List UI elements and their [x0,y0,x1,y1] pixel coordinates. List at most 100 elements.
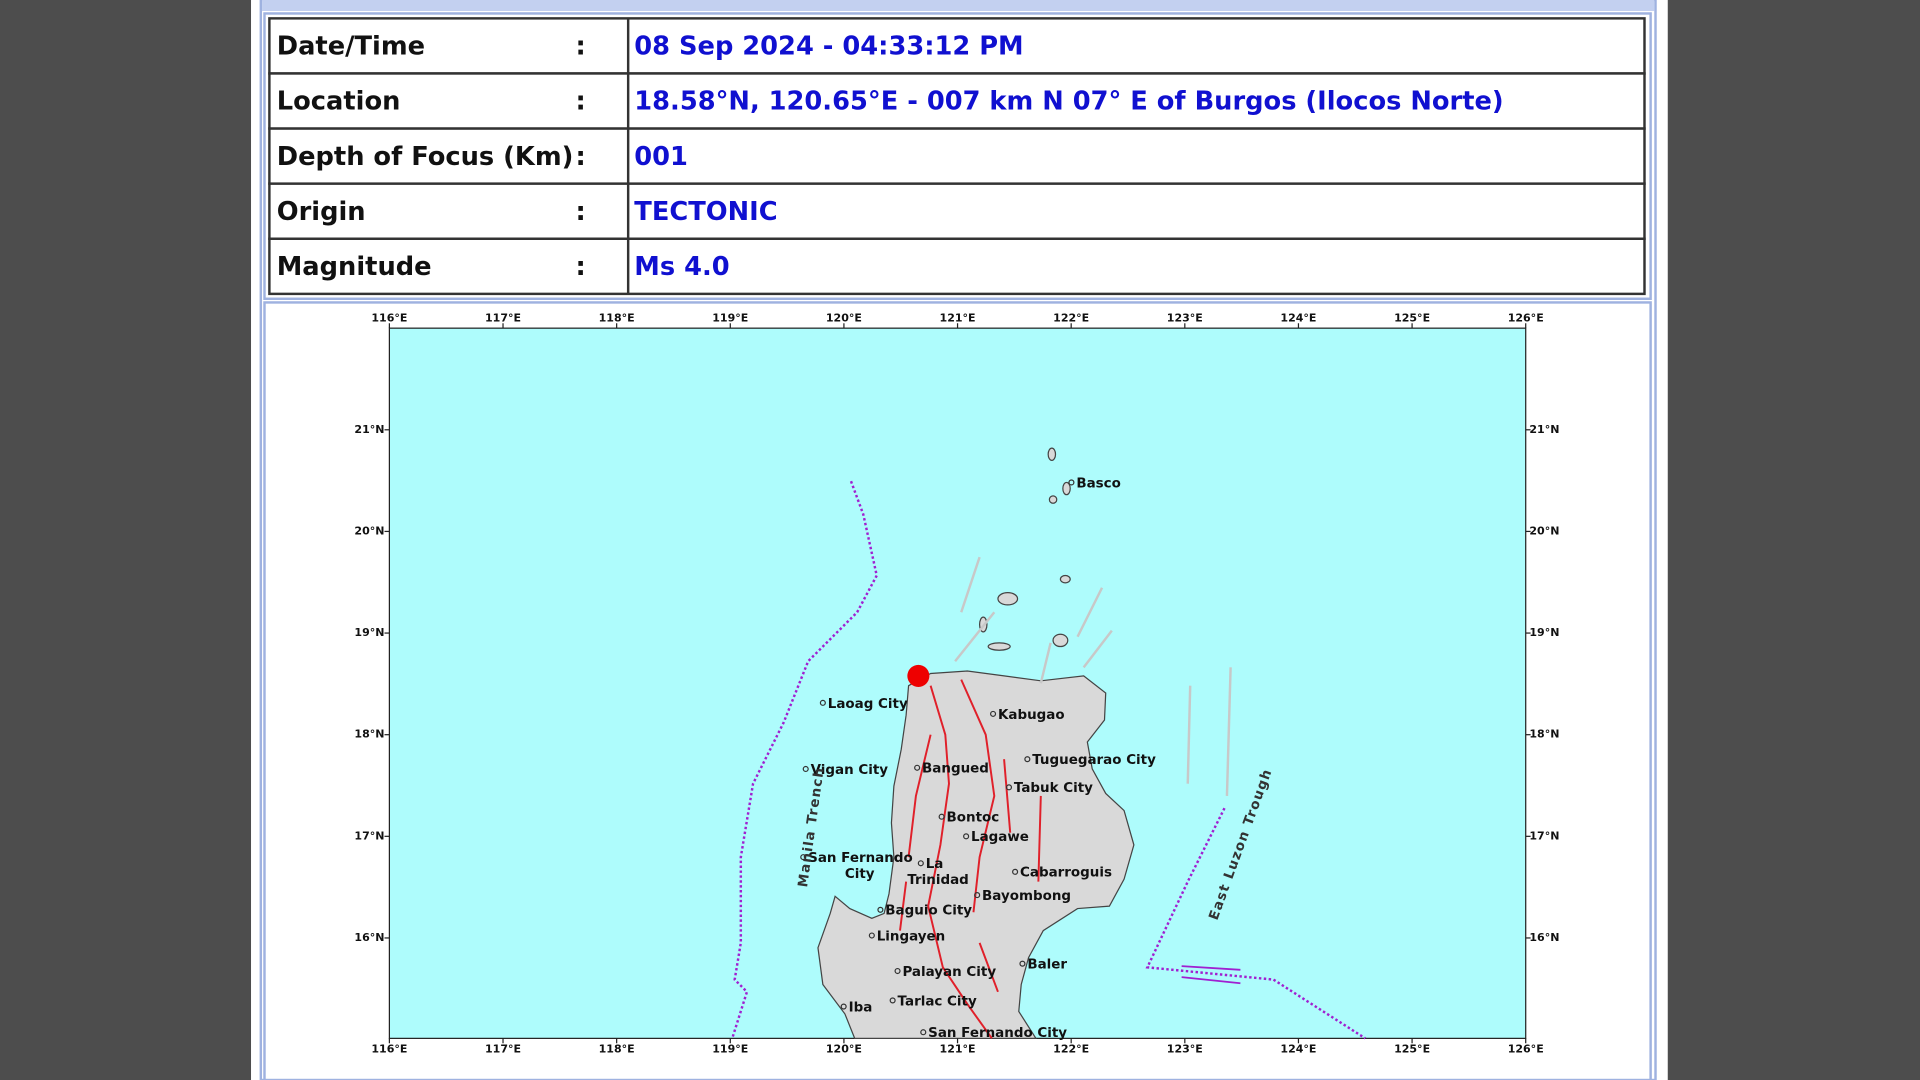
lat-tick-label: 19°N [354,626,384,639]
place-dot [889,997,896,1004]
lat-tick-label: 20°N [1529,524,1559,537]
field-value: 08 Sep 2024 - 04:33:12 PM [634,32,1023,62]
field-label: Location [277,87,401,117]
table-row [268,237,1646,296]
field-separator: : [576,32,586,62]
place-label: Lagawe [971,830,1029,845]
place-dot [840,1003,847,1010]
place-label: Tabuk City [1014,781,1093,796]
place-label: Bontoc [947,811,1000,826]
island [1047,447,1057,462]
lon-tick-label: 126°E [1508,1042,1544,1055]
panel-border [259,0,1657,1080]
lat-tick-label: 17°N [354,829,384,842]
lon-tick-label: 124°E [1280,311,1316,324]
lon-tick-label: 117°E [485,1042,521,1055]
place-dot [974,892,981,899]
place-label: Bangued [922,762,989,777]
place-label: La [926,857,944,872]
lon-tick-label: 116°E [371,311,407,324]
epicenter [907,664,930,687]
table-row [268,17,1646,75]
place-label: Basco [1076,476,1121,491]
place-label: Cabarroguis [1020,866,1112,881]
table-row [268,182,1646,240]
lon-tick-label: 120°E [826,1042,862,1055]
lon-tick-label: 125°E [1394,1042,1430,1055]
table-frame [263,12,1652,300]
lon-tick-label: 122°E [1053,311,1089,324]
field-separator: : [576,142,586,172]
island [997,592,1019,606]
lon-tick-label: 121°E [940,311,976,324]
place-dot [800,854,807,861]
place-label: Trinidad [907,873,968,888]
luzon [817,670,1135,1039]
place-dot [868,932,875,939]
island [1052,633,1069,648]
island [1059,574,1071,584]
lat-tick-label: 19°N [1529,626,1559,639]
lon-tick-label: 119°E [712,1042,748,1055]
place-label: Baler [1027,958,1067,973]
place-label: Laoag City [828,697,908,712]
place-dot [1005,784,1013,791]
place-label: Kabugao [998,708,1065,723]
place-dot [1068,479,1075,486]
place-dot [920,1029,927,1036]
lat-tick-label: 21°N [354,423,384,436]
lon-tick-label: 121°E [940,1042,976,1055]
lon-tick-label: 123°E [1167,1042,1203,1055]
field-separator: : [576,87,586,117]
lat-tick-label: 18°N [1529,728,1559,741]
place-label: Palayan City [902,965,996,980]
lon-tick-label: 125°E [1394,311,1430,324]
motion-arrows [1181,965,1241,985]
lon-tick-label: 123°E [1167,311,1203,324]
place-dot [877,906,884,913]
lat-tick-label: 16°N [1529,931,1559,944]
faults [899,679,1042,1039]
field-label: Depth of Focus (Km) [277,142,574,172]
field-value: 001 [634,142,688,172]
place-dot [819,699,826,706]
place-label: Baguio City [885,904,972,919]
lat-tick-label: 16°N [354,931,384,944]
place-dot [963,833,970,840]
island [987,642,1011,651]
place-label: San Fernando City [928,1026,1067,1041]
island [1048,495,1058,504]
lon-tick-label: 119°E [712,311,748,324]
place-label: San Fernando [808,851,913,866]
place-label: Iba [849,1000,873,1015]
field-value: TECTONIC [634,197,777,227]
lon-tick-label: 116°E [371,1042,407,1055]
land [817,447,1135,1039]
place-dot [802,765,809,773]
field-value: Ms 4.0 [634,252,729,282]
place-dot [1019,960,1026,967]
place-dot [894,967,901,975]
top-bar [262,0,1655,12]
table-row [268,127,1646,185]
place-dot [938,813,945,820]
place-dot [1012,868,1019,875]
lon-tick-label: 118°E [599,1042,635,1055]
place-label: Lingayen [877,929,946,944]
info-table: Date/Time: 08 Sep 2024 - 04:33:12 PM Locat… [268,17,1646,296]
field-separator: : [576,252,586,282]
island [1062,481,1071,496]
place-dot [990,710,997,717]
lon-tick-label: 126°E [1508,311,1544,324]
map-panel-frame [263,301,1652,1080]
map: 116°E 116°E 117°E 117°E 118°E 118°E 119°E 119°E… [354,311,1559,1055]
place-label: Vigan City [811,763,889,778]
place-dot [917,860,924,867]
place-label: Bayombong [982,889,1071,904]
lon-tick-label: 117°E [485,311,521,324]
table-row [268,72,1646,130]
lat-tick-label: 20°N [354,524,384,537]
lon-tick-label: 124°E [1280,1042,1316,1055]
